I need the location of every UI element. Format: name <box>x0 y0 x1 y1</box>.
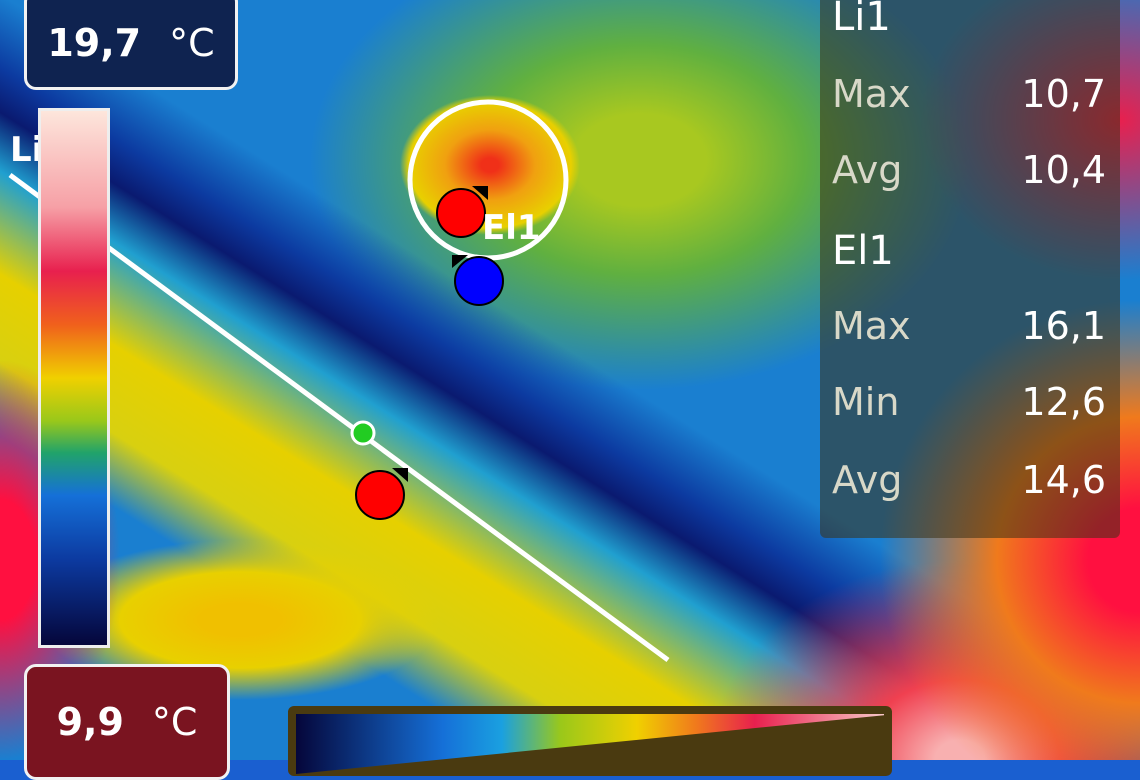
el1-avg-value: 14,6 <box>1021 458 1106 502</box>
li1-avg-label: Avg <box>832 148 903 192</box>
el1-heading: El1 <box>832 228 894 274</box>
hot-spot-marker-icon <box>436 188 486 238</box>
cold-spot-pointer-icon <box>452 255 468 268</box>
el1-max-value: 16,1 <box>1021 304 1106 348</box>
min-temperature-box[interactable]: 9,9 °C <box>24 664 230 780</box>
line-hot-spot-pointer-icon <box>392 468 408 482</box>
el1-avg-row: Avg 14,6 <box>832 458 1106 502</box>
min-temperature-unit: °C <box>151 700 198 744</box>
line-label-li1: Li <box>10 130 44 170</box>
li1-max-label: Max <box>832 72 911 116</box>
el1-min-row: Min 12,6 <box>832 380 1106 424</box>
palette-gradient-icon <box>296 714 884 774</box>
el1-min-value: 12,6 <box>1021 380 1106 424</box>
max-temperature-value: 19,7 <box>47 21 142 65</box>
el1-max-label: Max <box>832 304 911 348</box>
el1-max-row: Max 16,1 <box>832 304 1106 348</box>
hot-spot-pointer-icon <box>472 186 488 200</box>
max-temperature-unit: °C <box>169 21 215 65</box>
max-temperature-box[interactable]: 19,7 °C <box>24 0 238 90</box>
li1-avg-row: Avg 10,4 <box>832 148 1106 192</box>
palette-selector-button[interactable] <box>288 706 892 776</box>
line-center-marker-icon <box>350 420 376 446</box>
el1-min-label: Min <box>832 380 900 424</box>
measurement-line-li1[interactable] <box>8 172 670 663</box>
li1-max-value: 10,7 <box>1021 72 1106 116</box>
measurement-results-panel: Li1 Max 10,7 Avg 10,4 El1 Max 16,1 Min 1… <box>820 0 1120 538</box>
overlay-layer <box>8 99 670 663</box>
color-scale-bar <box>38 108 110 648</box>
li1-avg-value: 10,4 <box>1021 148 1106 192</box>
min-temperature-value: 9,9 <box>56 700 124 744</box>
line-hot-spot-marker-icon <box>355 470 405 520</box>
cold-spot-marker-icon <box>454 256 504 306</box>
el1-avg-label: Avg <box>832 458 903 502</box>
li1-heading: Li1 <box>832 0 891 40</box>
ellipse-label-el1: El1 <box>482 208 541 248</box>
li1-max-row: Max 10,7 <box>832 72 1106 116</box>
